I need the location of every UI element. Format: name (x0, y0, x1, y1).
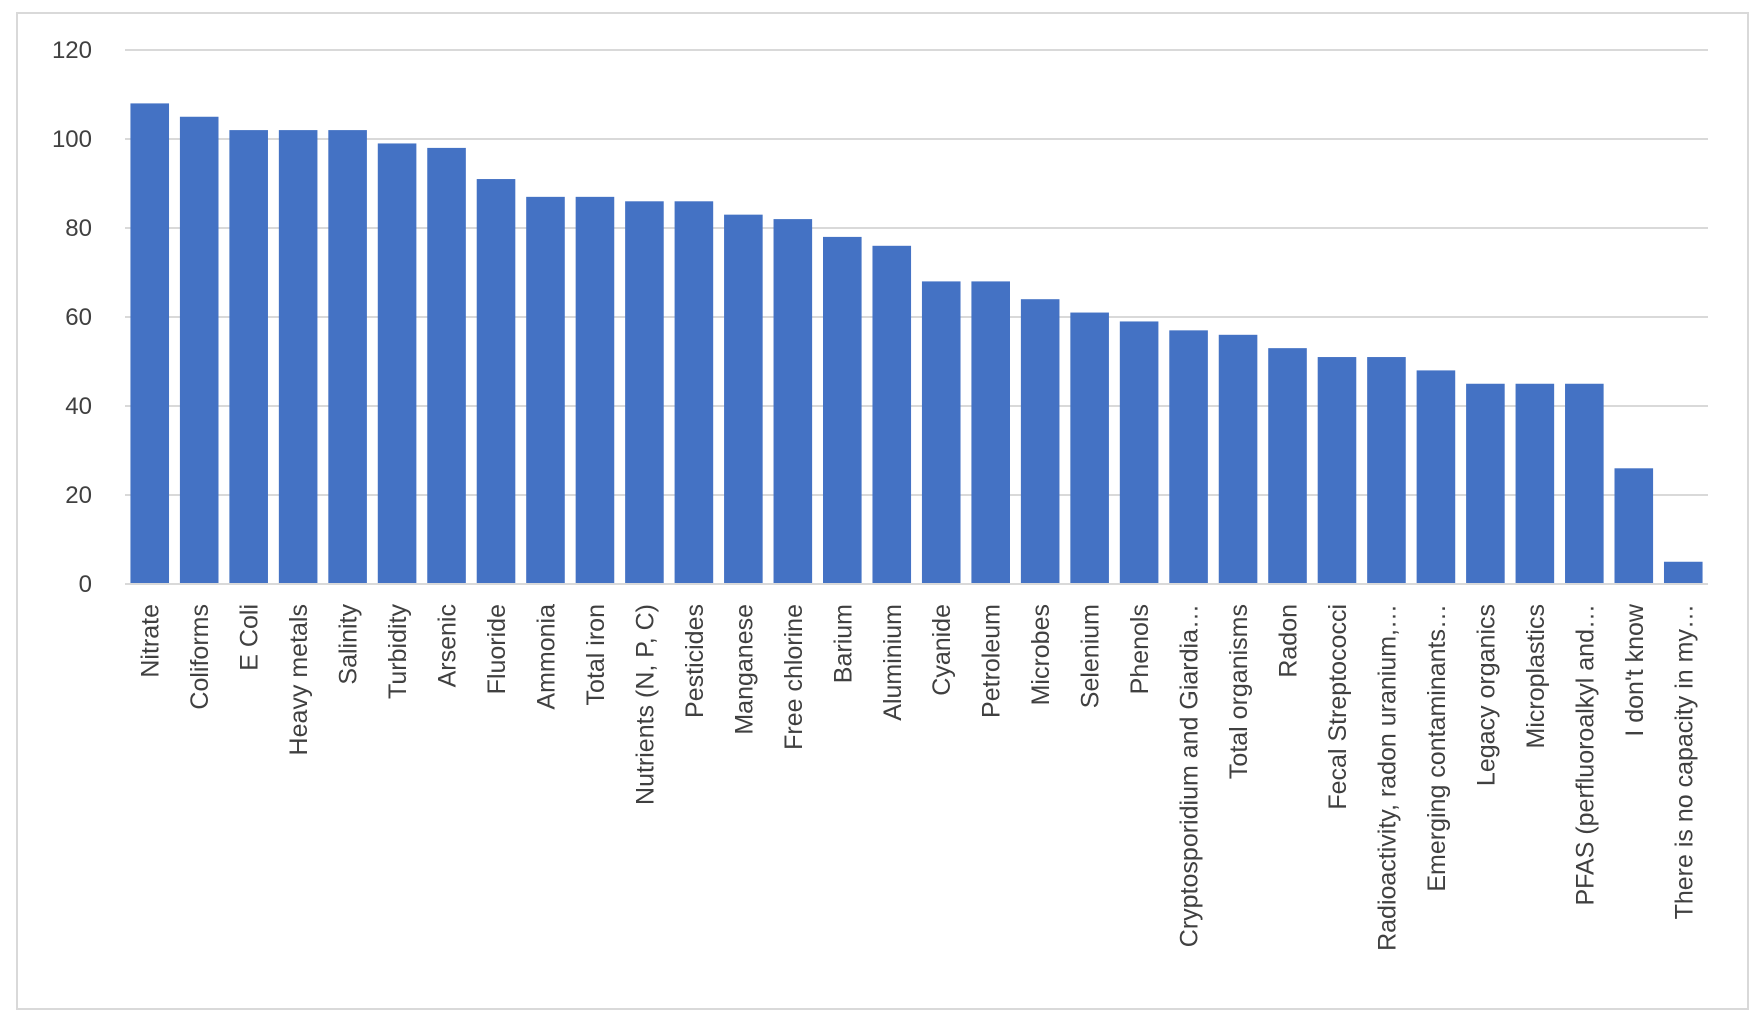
x-tick-label: Phenols (1126, 604, 1154, 694)
bar-0 (130, 103, 170, 585)
bar-16 (921, 281, 961, 584)
y-tick-label: 80 (65, 215, 92, 242)
bar-5 (377, 143, 417, 584)
x-tick-label: Cryptosporidium and Giardia… (1176, 604, 1204, 947)
bar-31 (1663, 561, 1703, 584)
x-tick-label: Salinity (335, 604, 363, 685)
x-tick-label: Ammonia (532, 604, 560, 710)
x-tick-label: Radon (1275, 604, 1303, 678)
bar-18 (1020, 299, 1060, 584)
bar-30 (1614, 468, 1654, 584)
bar-23 (1268, 348, 1307, 584)
bar-7 (476, 179, 516, 585)
x-tick-label: Selenium (1077, 604, 1105, 708)
x-tick-label: Total organisms (1225, 604, 1253, 779)
x-tick-label: PFAS (perfluoroalkyl and… (1571, 604, 1599, 906)
x-tick-label: Turbidity (384, 604, 412, 699)
bar-2 (229, 130, 268, 584)
x-tick-label: Free chlorine (780, 604, 808, 750)
bar-15 (872, 245, 912, 585)
x-tick-label: Barium (829, 604, 857, 683)
x-tick-label: Heavy metals (285, 604, 313, 755)
y-tick-label: 100 (52, 126, 92, 153)
x-tick-label: Microplastics (1522, 604, 1550, 748)
bar-12 (724, 214, 763, 584)
bar-9 (575, 196, 615, 584)
bar-3 (278, 130, 318, 584)
bar-14 (823, 236, 862, 584)
x-tick-label: Emerging contaminants… (1423, 604, 1451, 892)
y-tick-label: 0 (79, 571, 92, 598)
x-tick-label: Fluoride (483, 604, 511, 694)
bar-11 (674, 201, 714, 585)
x-axis-category-labels: Nitrate Coliforms E Coli Heavy metals Salini… (137, 603, 1699, 951)
y-tick-label: 20 (65, 482, 92, 509)
x-tick-label: Fecal Streptococci (1324, 604, 1352, 810)
bar-22 (1218, 334, 1258, 584)
bar-17 (971, 281, 1010, 584)
x-tick-label: Coliforms (186, 604, 214, 710)
x-tick-label: Total iron (582, 604, 610, 705)
bar-27 (1466, 383, 1505, 584)
bar-1 (179, 116, 219, 584)
x-tick-label: I don't know (1621, 603, 1649, 737)
x-tick-label: Petroleum (978, 604, 1006, 718)
bar-24 (1317, 357, 1357, 584)
bar-8 (526, 196, 565, 584)
bar-21 (1169, 330, 1208, 584)
bar-19 (1070, 312, 1109, 584)
y-tick-label: 40 (65, 393, 92, 420)
y-axis-tick-labels: 0 20 40 60 80 100 120 (52, 37, 92, 598)
bar-13 (773, 219, 813, 584)
bar-28 (1515, 383, 1555, 584)
x-tick-label: Cyanide (928, 604, 956, 696)
y-tick-label: 60 (65, 304, 92, 331)
bar-20 (1119, 321, 1159, 584)
x-tick-label: Manganese (730, 604, 758, 735)
x-tick-label: Aluminium (879, 604, 907, 721)
x-tick-label: Nitrate (137, 604, 165, 678)
bar-10 (625, 201, 664, 585)
x-tick-label: E Coli (236, 604, 264, 671)
y-tick-label: 120 (52, 37, 92, 64)
bar-6 (427, 147, 466, 584)
bar-29 (1565, 383, 1604, 584)
bars (130, 103, 1703, 585)
x-tick-label: Arsenic (434, 604, 462, 687)
x-tick-label: Pesticides (681, 604, 709, 718)
x-tick-label: Radioactivity, radon uranium,… (1373, 604, 1401, 951)
x-tick-label: Legacy organics (1472, 604, 1500, 786)
bar-25 (1367, 357, 1406, 584)
bar-26 (1416, 370, 1456, 584)
x-tick-label: Nutrients (N, P, C) (631, 604, 659, 805)
x-tick-label: There is no capacity in my… (1670, 604, 1698, 919)
bar-4 (328, 130, 367, 584)
x-tick-label: Microbes (1027, 604, 1055, 705)
